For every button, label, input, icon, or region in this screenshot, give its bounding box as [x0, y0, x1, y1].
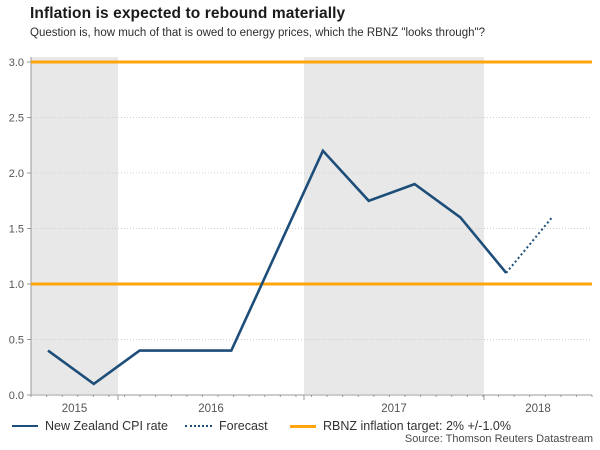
chart-title: Inflation is expected to rebound materia… [30, 5, 346, 22]
x-year-label: 2016 [198, 403, 224, 415]
x-year-label: 2018 [525, 403, 551, 415]
chart-subtitle: Question is, how much of that is owed to… [30, 27, 485, 39]
legend-label-target: RBNZ inflation target: 2% +/-1.0% [323, 419, 511, 433]
legend-item-target: RBNZ inflation target: 2% +/-1.0% [290, 419, 511, 433]
legend-swatch-cpi-line [12, 425, 38, 427]
shaded-band-2015 [31, 57, 118, 394]
cpi-line [47, 148, 508, 386]
y-tick-label: 1.5 [9, 224, 24, 236]
legend-swatch-forecast-line [185, 425, 212, 427]
legend-item-forecast: Forecast [185, 419, 268, 433]
plot-area: 0.0 0.5 1.0 1.5 2.0 2.5 3.0 2015 2016 2017 2018 [9, 57, 593, 415]
legend-swatch-target-line [290, 424, 316, 428]
legend: New Zealand CPI rate Forecast RBNZ infla… [0, 419, 600, 437]
y-tick-label: 0.0 [9, 390, 24, 402]
legend-label-forecast: Forecast [219, 419, 268, 433]
forecast-line [505, 216, 553, 274]
shaded-band-2017 [304, 57, 484, 394]
source-credit: Source: Thomson Reuters Datastream [404, 433, 593, 445]
y-tick-label: 2.0 [9, 168, 24, 180]
legend-item-cpi: New Zealand CPI rate [12, 419, 168, 433]
y-tick-label: 2.5 [9, 113, 24, 125]
y-tick-label: 1.0 [9, 279, 24, 291]
y-tick-label: 3.0 [9, 57, 24, 69]
x-year-label: 2015 [62, 403, 88, 415]
x-year-label: 2017 [381, 403, 407, 415]
y-tick-label: 0.5 [9, 335, 24, 347]
legend-label-cpi: New Zealand CPI rate [45, 419, 168, 433]
